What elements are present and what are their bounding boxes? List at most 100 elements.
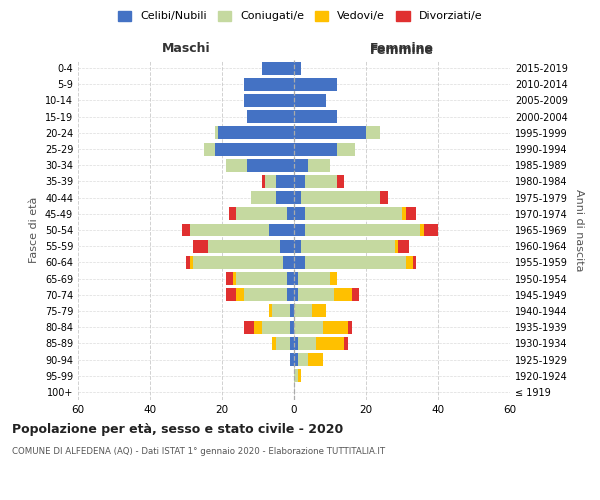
Y-axis label: Fasce di età: Fasce di età bbox=[29, 197, 39, 263]
Bar bbox=[352, 288, 359, 301]
Bar bbox=[294, 272, 298, 285]
Bar bbox=[337, 175, 344, 188]
Bar bbox=[316, 337, 344, 350]
Bar bbox=[265, 175, 276, 188]
Bar bbox=[294, 369, 298, 382]
Bar bbox=[406, 208, 416, 220]
Bar bbox=[294, 288, 298, 301]
Bar bbox=[294, 256, 305, 269]
Legend: Celibi/Nubili, Coniugati/e, Vedovi/e, Divorziati/e: Celibi/Nubili, Coniugati/e, Vedovi/e, Di… bbox=[118, 10, 482, 22]
Bar bbox=[247, 110, 294, 123]
Bar bbox=[305, 175, 337, 188]
Bar bbox=[294, 142, 337, 156]
Y-axis label: Anni di nascita: Anni di nascita bbox=[574, 188, 584, 271]
Bar bbox=[298, 272, 330, 285]
Bar bbox=[290, 304, 294, 318]
Bar bbox=[244, 78, 294, 91]
Bar bbox=[272, 337, 276, 350]
Text: Femmine: Femmine bbox=[370, 44, 434, 57]
Bar bbox=[330, 272, 337, 285]
Bar bbox=[294, 175, 305, 188]
Bar bbox=[312, 304, 326, 318]
Bar bbox=[402, 208, 406, 220]
Bar bbox=[193, 256, 283, 269]
Text: Popolazione per età, sesso e stato civile - 2020: Popolazione per età, sesso e stato civil… bbox=[12, 422, 343, 436]
Bar bbox=[262, 62, 294, 74]
Bar bbox=[308, 353, 323, 366]
Text: Femmine: Femmine bbox=[370, 42, 434, 55]
Bar bbox=[204, 142, 215, 156]
Bar bbox=[294, 337, 298, 350]
Bar bbox=[294, 353, 298, 366]
Bar bbox=[226, 288, 236, 301]
Bar bbox=[254, 320, 262, 334]
Bar bbox=[262, 320, 290, 334]
Bar bbox=[226, 272, 233, 285]
Bar bbox=[244, 94, 294, 107]
Bar bbox=[193, 240, 208, 252]
Bar bbox=[406, 256, 413, 269]
Bar bbox=[305, 224, 420, 236]
Bar bbox=[294, 126, 366, 140]
Bar bbox=[298, 353, 308, 366]
Bar bbox=[298, 337, 316, 350]
Bar bbox=[233, 272, 236, 285]
Text: Maschi: Maschi bbox=[161, 42, 211, 55]
Bar bbox=[290, 320, 294, 334]
Bar bbox=[287, 208, 294, 220]
Bar bbox=[262, 175, 265, 188]
Bar bbox=[287, 272, 294, 285]
Bar bbox=[366, 126, 380, 140]
Bar bbox=[244, 288, 287, 301]
Bar bbox=[218, 126, 294, 140]
Bar bbox=[380, 191, 388, 204]
Bar bbox=[294, 191, 301, 204]
Bar bbox=[348, 320, 352, 334]
Bar bbox=[280, 240, 294, 252]
Bar bbox=[294, 110, 337, 123]
Bar bbox=[344, 337, 348, 350]
Bar bbox=[424, 224, 438, 236]
Bar bbox=[215, 126, 218, 140]
Bar bbox=[337, 142, 355, 156]
Bar bbox=[308, 159, 330, 172]
Bar bbox=[276, 337, 290, 350]
Bar bbox=[294, 94, 326, 107]
Bar bbox=[298, 288, 334, 301]
Bar bbox=[229, 208, 236, 220]
Bar bbox=[294, 62, 301, 74]
Bar bbox=[305, 208, 402, 220]
Bar bbox=[226, 159, 247, 172]
Bar bbox=[323, 320, 348, 334]
Bar bbox=[251, 191, 276, 204]
Bar bbox=[269, 304, 272, 318]
Bar bbox=[190, 224, 269, 236]
Bar bbox=[269, 224, 294, 236]
Bar bbox=[301, 191, 380, 204]
Bar bbox=[236, 208, 287, 220]
Bar bbox=[298, 369, 301, 382]
Bar bbox=[244, 320, 254, 334]
Text: COMUNE DI ALFEDENA (AQ) - Dati ISTAT 1° gennaio 2020 - Elaborazione TUTTITALIA.I: COMUNE DI ALFEDENA (AQ) - Dati ISTAT 1° … bbox=[12, 448, 385, 456]
Bar bbox=[305, 256, 406, 269]
Bar bbox=[294, 78, 337, 91]
Bar bbox=[294, 208, 305, 220]
Bar bbox=[294, 224, 305, 236]
Bar bbox=[395, 240, 398, 252]
Bar bbox=[190, 256, 193, 269]
Bar bbox=[290, 353, 294, 366]
Bar bbox=[283, 256, 294, 269]
Bar bbox=[294, 320, 323, 334]
Bar bbox=[186, 256, 190, 269]
Bar bbox=[215, 142, 294, 156]
Bar bbox=[334, 288, 352, 301]
Bar bbox=[236, 288, 244, 301]
Bar bbox=[294, 304, 312, 318]
Bar bbox=[247, 159, 294, 172]
Bar bbox=[294, 240, 301, 252]
Bar bbox=[420, 224, 424, 236]
Bar bbox=[236, 272, 287, 285]
Bar bbox=[287, 288, 294, 301]
Bar bbox=[276, 175, 294, 188]
Bar bbox=[208, 240, 280, 252]
